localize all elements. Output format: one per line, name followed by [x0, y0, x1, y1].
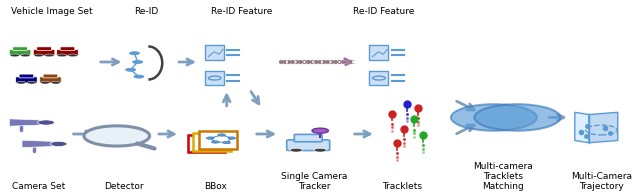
- Text: Camera Set: Camera Set: [12, 182, 66, 191]
- FancyBboxPatch shape: [10, 50, 31, 56]
- Text: Re-ID Feature: Re-ID Feature: [353, 6, 414, 15]
- Text: Single Camera
Tracker: Single Camera Tracker: [281, 172, 347, 191]
- Circle shape: [132, 60, 143, 64]
- FancyBboxPatch shape: [369, 71, 388, 85]
- Text: Detector: Detector: [104, 182, 144, 191]
- FancyBboxPatch shape: [205, 45, 224, 60]
- Circle shape: [312, 128, 328, 133]
- Circle shape: [228, 137, 236, 139]
- Text: Re-ID Feature: Re-ID Feature: [211, 6, 272, 15]
- Circle shape: [218, 134, 225, 136]
- FancyBboxPatch shape: [19, 74, 34, 78]
- FancyBboxPatch shape: [188, 135, 225, 152]
- FancyBboxPatch shape: [33, 50, 55, 56]
- Circle shape: [223, 141, 230, 144]
- Circle shape: [290, 148, 303, 152]
- Circle shape: [50, 141, 67, 147]
- FancyBboxPatch shape: [294, 134, 322, 142]
- FancyBboxPatch shape: [43, 74, 58, 78]
- Text: Tracklets: Tracklets: [382, 182, 422, 191]
- Circle shape: [35, 54, 44, 57]
- FancyBboxPatch shape: [287, 140, 330, 151]
- Circle shape: [314, 148, 326, 152]
- Text: Multi-Camera
Trajectory: Multi-Camera Trajectory: [571, 172, 632, 191]
- Circle shape: [10, 54, 19, 57]
- Text: Multi-camera
Tracklets
Matching: Multi-camera Tracklets Matching: [474, 162, 533, 191]
- Circle shape: [45, 54, 54, 57]
- FancyBboxPatch shape: [13, 47, 28, 51]
- Circle shape: [451, 104, 537, 131]
- Circle shape: [134, 75, 144, 78]
- Polygon shape: [575, 112, 589, 143]
- Circle shape: [125, 68, 136, 71]
- FancyBboxPatch shape: [57, 50, 78, 56]
- Circle shape: [58, 54, 67, 57]
- FancyBboxPatch shape: [193, 133, 231, 151]
- Circle shape: [207, 137, 214, 139]
- Polygon shape: [589, 112, 618, 143]
- Circle shape: [51, 81, 60, 84]
- Circle shape: [21, 54, 30, 57]
- Polygon shape: [10, 119, 40, 126]
- Text: Vehicle Image Set: Vehicle Image Set: [11, 6, 93, 15]
- Circle shape: [17, 81, 26, 84]
- Circle shape: [68, 54, 77, 57]
- FancyBboxPatch shape: [40, 77, 61, 83]
- Circle shape: [40, 81, 50, 84]
- FancyBboxPatch shape: [205, 71, 224, 85]
- Circle shape: [84, 126, 150, 146]
- Polygon shape: [22, 140, 52, 148]
- FancyBboxPatch shape: [199, 132, 237, 149]
- Text: Re-ID: Re-ID: [134, 6, 159, 15]
- Circle shape: [474, 104, 560, 131]
- FancyBboxPatch shape: [15, 77, 37, 83]
- Circle shape: [28, 81, 36, 84]
- Circle shape: [38, 120, 54, 125]
- Circle shape: [212, 141, 219, 143]
- Text: BBox: BBox: [205, 182, 227, 191]
- Circle shape: [129, 52, 140, 55]
- FancyBboxPatch shape: [369, 45, 388, 60]
- FancyBboxPatch shape: [36, 47, 51, 51]
- FancyBboxPatch shape: [60, 47, 75, 51]
